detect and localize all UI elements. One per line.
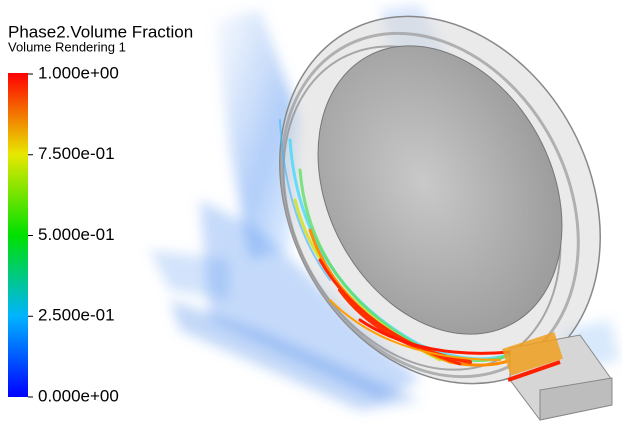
colorbar bbox=[8, 73, 28, 397]
colorbar-tick-label: 1.000e+00 bbox=[38, 63, 119, 82]
colorbar-tick-label: 0.000e+00 bbox=[38, 386, 119, 405]
simulation-view: Phase2.Volume Fraction Volume Rendering … bbox=[0, 0, 622, 439]
colorbar-tick-label: 7.500e-01 bbox=[38, 144, 115, 163]
legend-subtitle: Volume Rendering 1 bbox=[8, 39, 126, 54]
colorbar-tick-label: 2.500e-01 bbox=[38, 306, 115, 325]
legend: Phase2.Volume Fraction Volume Rendering … bbox=[8, 22, 193, 405]
colorbar-tick-label: 5.000e-01 bbox=[38, 225, 115, 244]
